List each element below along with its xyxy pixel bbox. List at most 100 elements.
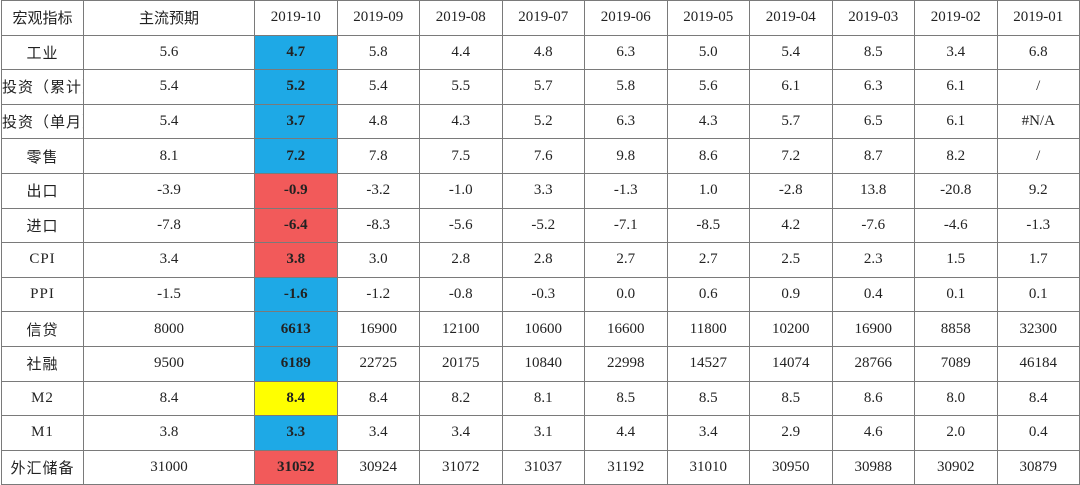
history-value-cell: 5.0 [666, 34, 750, 71]
expected-value-cell: 8000 [83, 311, 255, 347]
indicator-name-cell: M2 [1, 380, 84, 417]
history-value-cell: 8858 [914, 311, 998, 347]
history-value-cell: 30902 [914, 449, 998, 485]
history-value-cell: 3.1 [501, 415, 585, 451]
history-value-cell: 31192 [584, 449, 668, 485]
history-value-cell: 1.7 [996, 242, 1080, 278]
history-value-cell: 0.4 [831, 276, 915, 313]
table-row: 信贷 8000 6613 16900 12100 10600 16600 11800 10200… [1, 311, 1080, 347]
history-value-cell: 8.2 [914, 138, 998, 174]
table-row: 出口 -3.9 -0.9 -3.2 -1.0 3.3 -1.3 1.0 -2.8 13.8 -20.… [1, 172, 1080, 209]
history-value-cell: 12100 [419, 311, 503, 347]
expected-value-cell: -3.9 [83, 172, 255, 209]
history-value-cell: 5.6 [666, 69, 750, 105]
table-row: 投资（单月）5.43.74.84.35.26.34.35.76.56.1#N/A [1, 103, 1080, 140]
history-value-cell: 10600 [501, 311, 585, 347]
history-value-cell: 5.8 [336, 34, 420, 71]
history-value-cell: -0.3 [501, 276, 585, 313]
header-cell: 2019-02 [914, 0, 998, 36]
history-value-cell: -3.2 [336, 172, 420, 209]
current-value-cell: 4.7 [254, 34, 338, 71]
indicator-name-cell: PPI [1, 276, 84, 313]
history-value-cell: 30879 [996, 449, 1080, 485]
history-value-cell: 4.4 [584, 415, 668, 451]
expected-value-cell: 31000 [83, 449, 255, 485]
indicator-name-cell: 工业 [1, 34, 84, 71]
history-value-cell: 0.1 [914, 276, 998, 313]
history-value-cell: 8.5 [584, 380, 668, 417]
header-cell: 2019-10 [254, 0, 338, 36]
current-value-cell: -6.4 [254, 207, 338, 244]
table-row: M2 8.4 8.4 8.4 8.2 8.1 8.5 8.5 8.5 8.6 8.0 8.4 [1, 380, 1080, 417]
history-value-cell: 8.5 [666, 380, 750, 417]
history-value-cell: / [996, 69, 1080, 105]
history-value-cell: 30988 [831, 449, 915, 485]
indicator-name-cell: 进口 [1, 207, 84, 244]
history-value-cell: 20175 [419, 345, 503, 382]
history-value-cell: 7.5 [419, 138, 503, 174]
history-value-cell: 8.6 [666, 138, 750, 174]
current-value-cell: -0.9 [254, 172, 338, 209]
header-cell: 2019-05 [666, 0, 750, 36]
indicator-name-cell: 零售 [1, 138, 84, 174]
current-value-cell: -1.6 [254, 276, 338, 313]
history-value-cell: 4.2 [749, 207, 833, 244]
history-value-cell: 0.9 [749, 276, 833, 313]
indicator-name-cell: M1 [1, 415, 84, 451]
history-value-cell: 28766 [831, 345, 915, 382]
history-value-cell: 9.2 [996, 172, 1080, 209]
history-value-cell: 8.4 [336, 380, 420, 417]
expected-value-cell: 8.4 [83, 380, 255, 417]
history-value-cell: 4.4 [419, 34, 503, 71]
history-value-cell: 0.1 [996, 276, 1080, 313]
table-row: 进口 -7.8 -6.4 -8.3 -5.6 -5.2 -7.1 -8.5 4.2 -7.6 -4.… [1, 207, 1080, 244]
current-value-cell: 5.2 [254, 69, 338, 105]
table-row: 外汇储备 31000 31052 30924 31072 31037 31192 31010 3… [1, 449, 1080, 485]
history-value-cell: 8.1 [501, 380, 585, 417]
history-value-cell: 1.5 [914, 242, 998, 278]
history-value-cell: 7.8 [336, 138, 420, 174]
history-value-cell: 5.5 [419, 69, 503, 105]
history-value-cell: 2.0 [914, 415, 998, 451]
history-value-cell: 2.8 [419, 242, 503, 278]
history-value-cell: 3.4 [419, 415, 503, 451]
table-row: 社融 9500 6189 22725 20175 10840 22998 14527 14074… [1, 345, 1080, 382]
header-cell: 2019-01 [996, 0, 1080, 36]
history-value-cell: -1.0 [419, 172, 503, 209]
history-value-cell: -1.3 [584, 172, 668, 209]
history-value-cell: 8.6 [831, 380, 915, 417]
indicator-name-cell: CPI [1, 242, 84, 278]
history-value-cell: 31037 [501, 449, 585, 485]
table-row: CPI 3.4 3.8 3.0 2.8 2.8 2.7 2.7 2.5 2.3 1.5 1.7 [1, 242, 1080, 278]
expected-value-cell: 3.4 [83, 242, 255, 278]
header-cell: 2019-04 [749, 0, 833, 36]
history-value-cell: 14527 [666, 345, 750, 382]
indicator-name-cell: 投资（累计） [1, 69, 84, 105]
history-value-cell: 5.4 [749, 34, 833, 71]
history-value-cell: -7.1 [584, 207, 668, 244]
history-value-cell: 0.6 [666, 276, 750, 313]
history-value-cell: 4.6 [831, 415, 915, 451]
history-value-cell: -4.6 [914, 207, 998, 244]
history-value-cell: -2.8 [749, 172, 833, 209]
indicator-name-cell: 出口 [1, 172, 84, 209]
history-value-cell: 8.5 [749, 380, 833, 417]
expected-value-cell: 3.8 [83, 415, 255, 451]
current-value-cell: 6613 [254, 311, 338, 347]
header-cell: 主流预期 [83, 0, 255, 36]
history-value-cell: 2.5 [749, 242, 833, 278]
current-value-cell: 8.4 [254, 380, 338, 417]
history-value-cell: 6.3 [584, 103, 668, 140]
history-value-cell: 1.0 [666, 172, 750, 209]
history-value-cell: -5.2 [501, 207, 585, 244]
history-value-cell: #N/A [996, 103, 1080, 140]
history-value-cell: -7.6 [831, 207, 915, 244]
history-value-cell: 9.8 [584, 138, 668, 174]
history-value-cell: 6.1 [914, 69, 998, 105]
current-value-cell: 7.2 [254, 138, 338, 174]
current-value-cell: 3.8 [254, 242, 338, 278]
history-value-cell: 3.3 [501, 172, 585, 209]
history-value-cell: 8.7 [831, 138, 915, 174]
history-value-cell: 7.2 [749, 138, 833, 174]
history-value-cell: 6.1 [914, 103, 998, 140]
